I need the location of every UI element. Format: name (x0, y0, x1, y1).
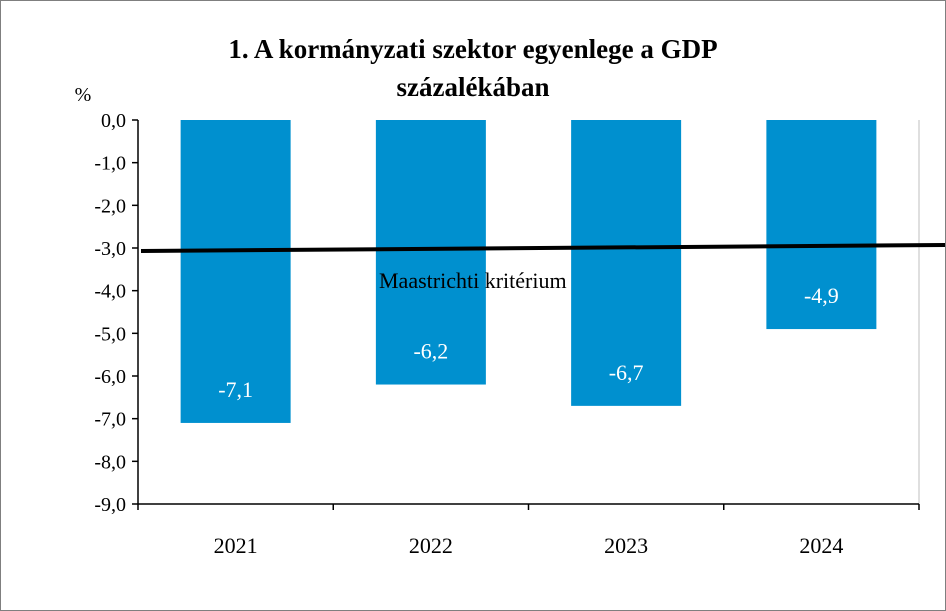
reference-line-label: Maastrichti kritérium (379, 268, 567, 293)
x-tick-label: 2021 (214, 533, 258, 558)
y-tick-label: -9,0 (94, 494, 126, 516)
bars-group (180, 120, 877, 423)
bar-2024 (766, 120, 877, 330)
x-tick-label: 2023 (604, 533, 648, 558)
y-tick-label: -6,0 (94, 366, 126, 388)
data-label: -6,2 (413, 339, 448, 364)
data-label: -7,1 (218, 377, 253, 402)
bar-2021 (180, 120, 291, 423)
data-label: -4,9 (804, 283, 839, 308)
bar-2022 (375, 120, 486, 385)
bar-2023 (571, 120, 682, 406)
y-unit-label: % (75, 84, 92, 106)
y-tick-label: -4,0 (94, 281, 126, 303)
axes-group: 0,0 -1,0 -2,0 -3,0 -4,0 -5,0 -6,0 -7,0 -8,0 -9,0 2… (94, 110, 920, 558)
y-tick-label: -7,0 (94, 409, 126, 431)
y-tick-label: -5,0 (94, 323, 126, 345)
x-tick-label: 2022 (409, 533, 453, 558)
y-tick-label: -8,0 (94, 451, 126, 473)
x-tick-label: 2024 (799, 533, 843, 558)
y-tick-label: -3,0 (94, 238, 126, 260)
chart-title-line2: százalékában (396, 72, 549, 102)
chart-title-line1: 1. A kormányzati szektor egyenlege a GDP (228, 34, 717, 64)
y-tick-label: -2,0 (94, 195, 126, 217)
y-tick-label: 0,0 (101, 110, 126, 132)
reference-line (140, 243, 945, 253)
data-label: -6,7 (609, 360, 644, 385)
y-tick-label: -1,0 (94, 153, 126, 175)
reference-line-group: Maastrichti kritérium (140, 243, 945, 293)
labels-group: -7,1 -6,2 -6,7 -4,9 (218, 283, 839, 402)
